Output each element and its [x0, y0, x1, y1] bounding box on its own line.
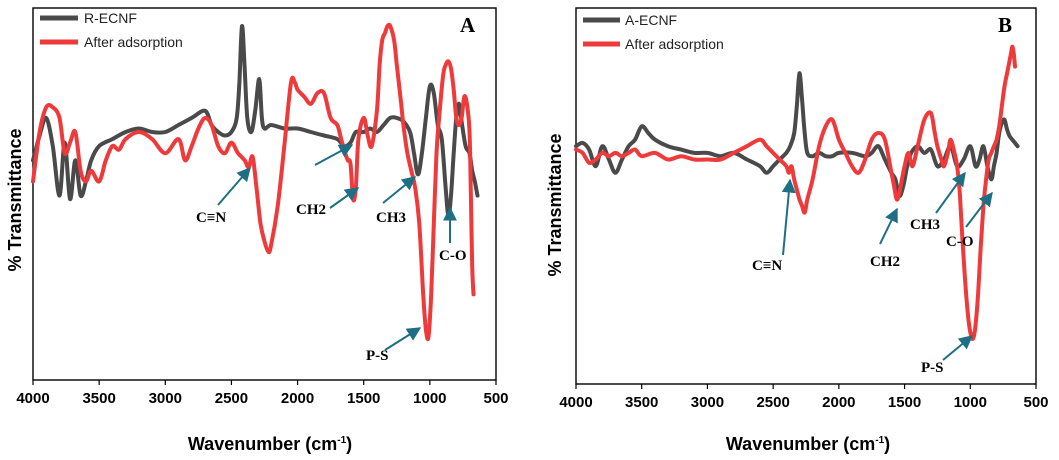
- panel-b-x-axis-title-end: ): [884, 434, 890, 454]
- panel-b-x-tick-label-3000: 3000: [691, 394, 724, 411]
- panel-b-label-ch2: CH2: [870, 254, 900, 270]
- panel-b-x-axis-title-sup: -1: [875, 435, 884, 446]
- panel-a-legend: R-ECNF After adsorption: [40, 10, 183, 50]
- panel-a-annotations: C≡N CH2 CH3 C-O P-S: [196, 144, 467, 364]
- panel-a-arrow-ch2-1: [314, 144, 354, 166]
- panel-a-series-line-after-adsorption: [31, 22, 476, 342]
- panel-a-x-ticks: [32, 380, 497, 385]
- panel-a-x-tick-label-2500: 2500: [215, 390, 248, 407]
- panel-a-label: A: [460, 13, 476, 37]
- panel-b-label-ps: P-S: [921, 360, 944, 376]
- panel-b-x-ticks: [575, 384, 1037, 389]
- panel-a-label-ch3: CH3: [376, 210, 406, 226]
- panel-a-series: [31, 22, 480, 342]
- panel-a-legend-label-1: After adsorption: [84, 34, 183, 50]
- panel-b-x-axis-title-main: Wavenumber (cm: [726, 434, 875, 454]
- panel-b-annotations: C≡N CH2 CH3 C-O P-S: [752, 171, 993, 376]
- panel-b-arrow-ch3: [935, 171, 966, 214]
- panel-b-label-cn: C≡N: [752, 258, 782, 274]
- panel-a-label-cn: C≡N: [196, 210, 226, 226]
- panel-a-arrow-ch3: [382, 176, 417, 204]
- panel-b-x-tick-labels: 4000 3500 3000 2500 2000 1500 1000 500: [559, 394, 1048, 411]
- panel-a-arrow-ps: [384, 327, 422, 351]
- panel-a-legend-label-0: R-ECNF: [84, 10, 137, 26]
- panel-b-arrow-cn: [781, 178, 796, 256]
- panel-a-frame: [32, 7, 497, 381]
- panel-b-x-tick-label-1000: 1000: [954, 394, 987, 411]
- panel-a-x-axis-title-end: ): [346, 434, 352, 454]
- panel-b-label: B: [998, 13, 1012, 37]
- panel-a-x-tick-label-3500: 3500: [82, 390, 115, 407]
- panel-a-x-tick-label-3000: 3000: [149, 390, 182, 407]
- panel-a-x-axis-title-main: Wavenumber (cm: [188, 434, 337, 454]
- panel-b-label-ch3: CH3: [910, 217, 940, 233]
- panel-a-arrow-cn: [217, 166, 251, 206]
- panel-b-x-axis-title: Wavenumber (cm-1): [726, 434, 890, 454]
- panel-a-arrow-ch2-2: [329, 187, 360, 209]
- panel-b-frame: [575, 7, 1037, 385]
- panel-a-x-tick-label-4000: 4000: [16, 390, 49, 407]
- panel-b-x-tick-label-2500: 2500: [756, 394, 789, 411]
- panel-a: 4000 3500 3000 2500 2000 1500 1000 500 % Transm…: [5, 7, 509, 454]
- panel-b-x-tick-label-3500: 3500: [625, 394, 658, 411]
- panel-b: 4000 3500 3000 2500 2000 1500 1000 500 % Transm…: [545, 7, 1049, 454]
- panel-a-x-tick-label-500: 500: [483, 390, 508, 407]
- panel-a-x-tick-label-2000: 2000: [281, 390, 314, 407]
- panel-b-series: [574, 44, 1020, 342]
- panel-a-x-axis-title-sup: -1: [337, 435, 346, 446]
- panel-b-series-line-sample: [574, 71, 1020, 199]
- panel-a-x-tick-label-1500: 1500: [347, 390, 380, 407]
- panel-b-legend-label-1: After adsorption: [625, 36, 724, 52]
- panel-b-arrow-co: [965, 191, 993, 228]
- panel-a-x-axis-title: Wavenumber (cm-1): [188, 434, 352, 454]
- panel-b-x-tick-label-2000: 2000: [822, 394, 855, 411]
- panel-a-label-ps: P-S: [366, 348, 389, 364]
- panel-a-x-tick-label-1000: 1000: [413, 390, 446, 407]
- panel-a-label-ch2: CH2: [296, 202, 326, 218]
- panel-b-arrow-ch2: [879, 207, 898, 245]
- panel-b-arrow-ps: [942, 335, 974, 361]
- panel-b-label-co: C-O: [946, 234, 974, 250]
- panel-b-y-axis-title: % Transmittance: [545, 133, 565, 276]
- panel-b-legend: A-ECNF After adsorption: [583, 12, 724, 52]
- panel-a-y-axis-title: % Transmittance: [5, 128, 25, 271]
- panel-b-x-tick-label-1500: 1500: [888, 394, 921, 411]
- panel-b-x-tick-label-4000: 4000: [559, 394, 592, 411]
- panel-b-x-tick-label-500: 500: [1023, 394, 1048, 411]
- panel-a-label-co: C-O: [439, 248, 467, 264]
- panel-b-legend-label-0: A-ECNF: [625, 12, 677, 28]
- panel-a-x-tick-labels: 4000 3500 3000 2500 2000 1500 1000 500: [16, 390, 508, 407]
- panel-b-series-line-after-adsorption: [574, 44, 1017, 342]
